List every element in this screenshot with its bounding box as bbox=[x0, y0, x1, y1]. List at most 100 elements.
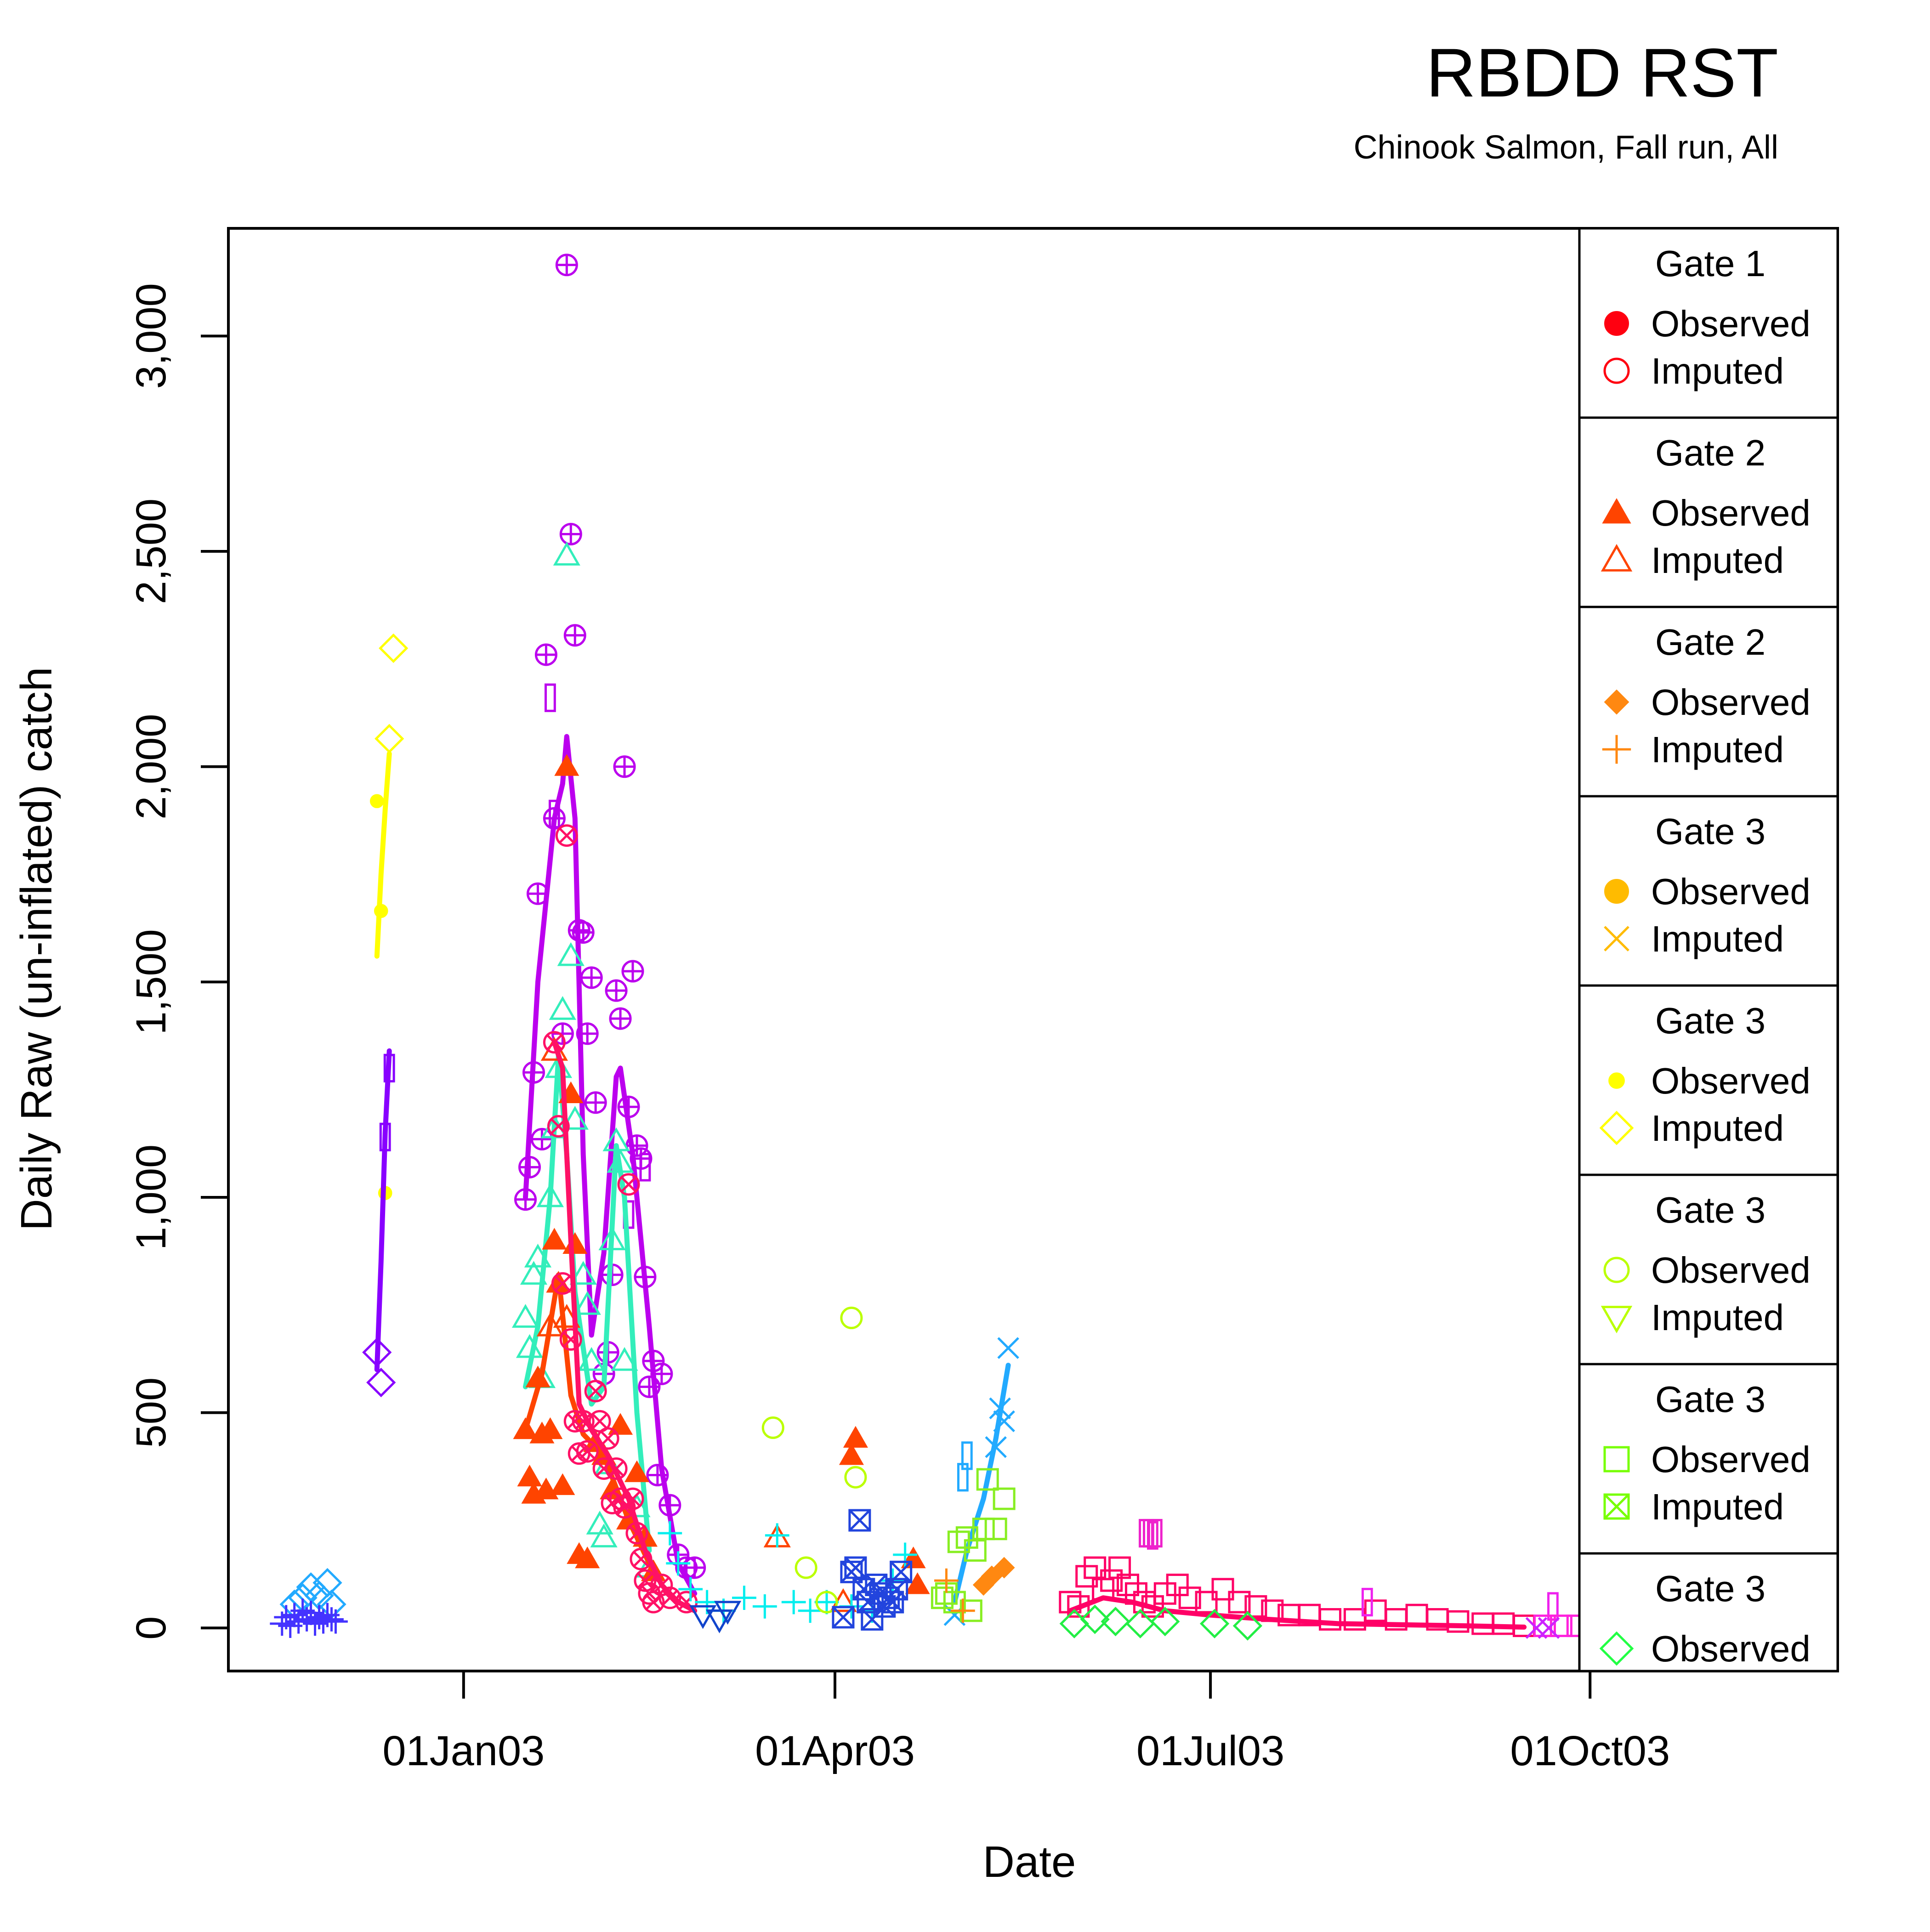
series-11-point-21 bbox=[611, 1347, 638, 1371]
series-8-point-20 bbox=[609, 1007, 632, 1030]
series-31 bbox=[1059, 1604, 1263, 1641]
legend-marker-2-0 bbox=[1604, 689, 1629, 715]
series-26-point-1 bbox=[981, 1565, 1003, 1587]
legend-label-1-0: Observed bbox=[1651, 493, 1811, 533]
series-8-point-15 bbox=[584, 1091, 607, 1114]
series-12 bbox=[523, 1053, 652, 1553]
legend-box-title-0: Gate 1 bbox=[1655, 243, 1765, 284]
series-13-point-1 bbox=[517, 1464, 542, 1487]
series-11-point-0 bbox=[511, 1304, 539, 1328]
series-20-point-13 bbox=[890, 1560, 913, 1583]
series-13-point-20 bbox=[624, 1460, 649, 1482]
series-31-point-1 bbox=[1080, 1604, 1110, 1634]
series-31-point-4 bbox=[1150, 1607, 1180, 1637]
series-11-point-15 bbox=[586, 1510, 613, 1535]
legend-marker-4-0 bbox=[1608, 1072, 1625, 1089]
series-19 bbox=[761, 1306, 867, 1614]
legend-label-6-0: Observed bbox=[1651, 1439, 1811, 1480]
x-tick-label-0: 01Jan03 bbox=[382, 1728, 545, 1774]
series-18-point-1 bbox=[666, 1551, 691, 1576]
series-16-point-3 bbox=[555, 824, 578, 847]
series-31-point-6 bbox=[1232, 1611, 1263, 1641]
legend-label-3-0: Observed bbox=[1651, 871, 1811, 912]
series-19-point-2 bbox=[840, 1306, 863, 1329]
series-7-point-13 bbox=[324, 1609, 348, 1634]
legend-label-3-1: Imputed bbox=[1651, 918, 1784, 959]
legend-marker-1-0 bbox=[1602, 498, 1631, 524]
x-axis-label: Date bbox=[983, 1837, 1076, 1887]
series-8-point-8 bbox=[555, 254, 578, 277]
series-20-point-0 bbox=[832, 1606, 855, 1629]
series-11-point-16 bbox=[590, 1524, 618, 1547]
series-28-point-15 bbox=[1211, 1578, 1234, 1601]
y-tick-label-1: 500 bbox=[128, 1377, 175, 1448]
legend-label-2-1: Imputed bbox=[1651, 729, 1784, 770]
series-28-point-23 bbox=[1364, 1599, 1387, 1622]
series-22-point-1 bbox=[961, 1441, 973, 1470]
legend-box-5: Gate 3 Observed Imputed bbox=[1578, 1173, 1839, 1365]
series-32-point-1 bbox=[1361, 1587, 1373, 1617]
series-0-point-0 bbox=[369, 794, 384, 808]
series-24 bbox=[952, 1363, 1011, 1605]
legend-marker-0-1 bbox=[1603, 357, 1630, 384]
legend-label-2-0: Observed bbox=[1651, 682, 1811, 723]
legend-label-1-1: Imputed bbox=[1651, 540, 1784, 581]
series-2-line bbox=[374, 751, 392, 959]
series-19-point-4 bbox=[815, 1591, 838, 1614]
plot-layer bbox=[270, 254, 1721, 1641]
series-31-point-3 bbox=[1125, 1609, 1155, 1639]
series-28-point-13 bbox=[1178, 1586, 1201, 1609]
legend-box-1: Gate 2 Observed Imputed bbox=[1578, 416, 1839, 608]
series-5 bbox=[374, 1048, 392, 1372]
series-18-point-9 bbox=[798, 1598, 823, 1623]
series-16-point-8 bbox=[576, 1440, 599, 1463]
legend-label-6-1: Imputed bbox=[1651, 1486, 1784, 1527]
series-2 bbox=[374, 751, 392, 959]
series-18-point-8 bbox=[781, 1590, 806, 1615]
series-31-point-2 bbox=[1101, 1607, 1130, 1637]
legend-box-title-2: Gate 2 bbox=[1655, 622, 1765, 663]
series-11-point-2 bbox=[520, 1261, 548, 1285]
series-13 bbox=[513, 754, 930, 1594]
series-16-point-9 bbox=[584, 1380, 607, 1403]
legend-box-title-4: Gate 3 bbox=[1655, 1000, 1765, 1041]
series-11-point-8 bbox=[549, 996, 576, 1020]
series-28-point-3 bbox=[1084, 1556, 1107, 1579]
series-8-point-23 bbox=[621, 960, 644, 983]
series-19-point-0 bbox=[761, 1416, 784, 1439]
series-13-point-24 bbox=[843, 1426, 868, 1448]
series-25-point-8 bbox=[984, 1518, 1007, 1541]
series-8-point-10 bbox=[563, 624, 586, 647]
series-13-point-10 bbox=[554, 754, 579, 776]
series-8-point-5 bbox=[534, 643, 557, 666]
series-31-point-5 bbox=[1199, 1609, 1230, 1639]
legend-box-title-7: Gate 3 bbox=[1655, 1568, 1765, 1609]
y-tick-label-0: 0 bbox=[128, 1616, 175, 1640]
series-18-point-10 bbox=[814, 1590, 839, 1615]
legend-marker-5-1 bbox=[1601, 1306, 1633, 1333]
legend: Gate 1 Observed Imputed Gate 2 Observed Imput… bbox=[1578, 227, 1839, 1672]
series-21-point-2 bbox=[714, 1601, 742, 1625]
series-14 bbox=[536, 1037, 857, 1612]
legend-label-5-1: Imputed bbox=[1651, 1297, 1784, 1338]
series-20-point-3 bbox=[848, 1509, 871, 1532]
series-16-point-17 bbox=[617, 1173, 640, 1196]
legend-marker-6-1 bbox=[1603, 1493, 1630, 1520]
series-25-point-2 bbox=[943, 1591, 966, 1614]
series-3-point-1 bbox=[366, 1367, 396, 1398]
series-34 bbox=[1525, 1617, 1560, 1639]
series-25-point-7 bbox=[976, 1468, 999, 1491]
y-tick-label-4: 2,000 bbox=[128, 714, 175, 820]
series-25-point-4 bbox=[955, 1526, 978, 1549]
legend-marker-2-1 bbox=[1602, 735, 1631, 764]
legend-box-3: Gate 3 Observed Imputed bbox=[1578, 795, 1839, 987]
series-13-point-7 bbox=[542, 1228, 567, 1250]
chart-title: RBDD RST bbox=[1426, 34, 1778, 111]
series-11-point-12 bbox=[569, 1261, 597, 1285]
series-13-point-26 bbox=[905, 1572, 930, 1594]
series-25 bbox=[931, 1468, 1016, 1622]
x-tick-label-3: 01Oct03 bbox=[1510, 1728, 1670, 1774]
series-11-point-10 bbox=[557, 942, 585, 966]
series-16-point-23 bbox=[642, 1591, 665, 1614]
